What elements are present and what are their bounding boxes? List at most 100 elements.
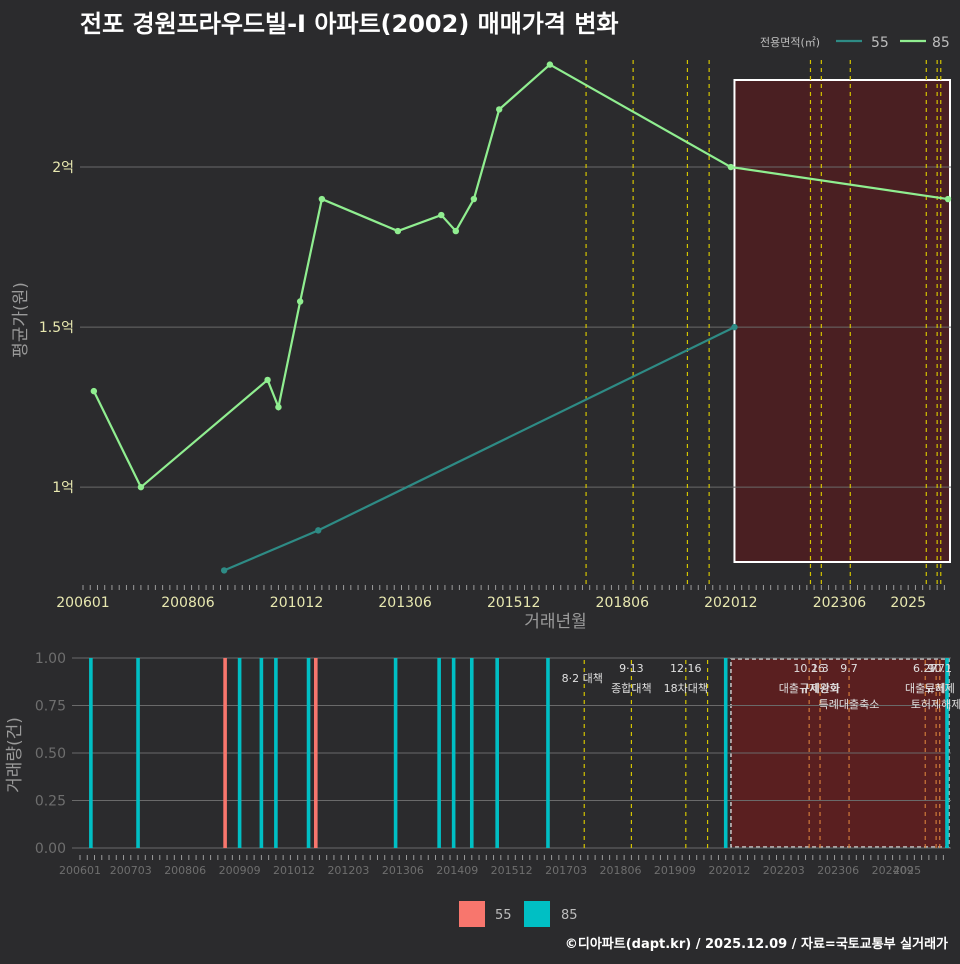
data-point-85	[944, 195, 952, 203]
legend-swatch-85-bar	[524, 901, 550, 927]
legend-label-55: 55	[871, 35, 889, 51]
x-tick-label-bottom: 201012	[273, 864, 315, 877]
y-axis-title: 평균가(원)	[11, 282, 31, 358]
data-point-85	[727, 163, 735, 171]
credit-text: ©디아파트(dapt.kr) / 2025.12.09 / 자료=국토교통부 실…	[564, 937, 948, 952]
volume-bar-85	[469, 658, 474, 848]
legend-title: 전용면적(㎡)	[760, 36, 820, 49]
y-tick-label-bottom: 0.50	[35, 746, 66, 762]
policy-sublabel: 토허제해제	[911, 697, 960, 711]
volume-bar-55	[313, 658, 318, 848]
x-tick-label-bottom: 202203	[763, 864, 805, 877]
data-point-85	[438, 211, 445, 219]
legend-swatch-55-bar	[459, 901, 485, 927]
volume-bar-85	[393, 658, 398, 848]
data-point-55	[220, 567, 228, 574]
x-tick-label-bottom: 202012	[708, 864, 750, 877]
x-tick-label-bottom: 200601	[59, 864, 101, 877]
x-tick-label-bottom: 201512	[491, 864, 533, 877]
legend-label-85: 85	[932, 35, 950, 51]
policy-sublabel: 대출규제강화	[779, 682, 840, 695]
series-line-85	[92, 63, 949, 489]
volume-bar-85	[451, 658, 456, 848]
highlight-period-box	[733, 79, 951, 563]
y-tick-label: 1.5억	[39, 320, 74, 336]
policy-label: 10.26	[793, 662, 825, 675]
data-point-85	[264, 376, 271, 384]
data-point-55	[315, 527, 322, 534]
volume-bar-85	[136, 658, 140, 848]
policy-label: 9.7	[927, 662, 945, 675]
data-point-85	[452, 227, 459, 235]
policy-sublabel: 18차대책	[664, 682, 708, 695]
y-tick-label-bottom: 0.00	[35, 841, 66, 857]
x-tick-label-bottom: 201909	[654, 864, 696, 877]
volume-bar-85	[274, 658, 278, 848]
data-point-85	[296, 298, 304, 305]
x-tick-label: 200601	[56, 595, 109, 611]
policy-sublabel: 대출규제	[905, 682, 945, 695]
data-point-55	[731, 323, 738, 331]
data-point-85	[394, 227, 402, 235]
volume-bar-85	[945, 658, 949, 848]
volume-bar-85	[306, 658, 311, 848]
x-tick-label-bottom: 202409	[872, 864, 914, 877]
y-tick-label-bottom: 1.00	[35, 651, 66, 667]
policy-sublabel: 종합대책	[611, 682, 651, 695]
policy-label: 6.27	[913, 662, 938, 675]
x-tick-label-bottom: 200703	[110, 864, 152, 877]
x-tick-label-bottom: 201203	[327, 864, 369, 877]
x-tick-label-bottom: 201409	[436, 864, 478, 877]
policy-label: 1.3	[811, 662, 829, 675]
policy-sublabel: 규제완화	[800, 682, 840, 695]
y-tick-label-bottom: 0.25	[35, 794, 66, 810]
y-axis-title-bottom: 거래량(건)	[5, 717, 25, 793]
policy-label: 9.7	[840, 662, 858, 675]
volume-bar-85	[495, 658, 499, 848]
legend-label-85-bar: 85	[561, 908, 578, 923]
volume-bar-85	[723, 658, 728, 848]
policy-label: 12·16	[670, 662, 702, 675]
policy-sublabel: 토허제	[925, 682, 955, 695]
volume-bar-85	[546, 658, 550, 848]
policy-sublabel: 특례대출축소	[819, 698, 880, 711]
x-tick-label-bottom: 201806	[600, 864, 642, 877]
policy-label: 10.1	[927, 662, 952, 675]
volume-bar-85	[259, 658, 264, 848]
x-tick-label-bottom: 202306	[817, 864, 859, 877]
data-point-85	[546, 61, 554, 68]
x-axis-title: 거래년월	[524, 612, 587, 632]
volume-bar-85	[237, 658, 242, 848]
series-line-55	[223, 326, 735, 572]
volume-bar-85	[89, 658, 93, 848]
data-point-85	[470, 195, 478, 203]
x-tick-label-bottom: 200909	[219, 864, 261, 877]
y-tick-label-bottom: 0.75	[35, 699, 66, 715]
data-point-85	[137, 483, 145, 491]
x-tick-label: 201806	[596, 595, 650, 611]
policy-label: 9·13	[619, 662, 644, 675]
volume-bar-85	[437, 658, 441, 848]
chart-title: 전포 경원프라우드빌-I 아파트(2002) 매매가격 변화	[80, 10, 619, 38]
data-point-85	[318, 195, 326, 203]
x-tick-label-bottom: 201703	[545, 864, 587, 877]
x-tick-label: 201512	[487, 595, 540, 611]
data-point-85	[90, 387, 98, 395]
x-tick-label-bottom: 201306	[382, 864, 424, 877]
x-tick-label-bottom: 2025	[893, 864, 921, 877]
x-tick-label-bottom: 200806	[164, 864, 206, 877]
volume-bar-55	[223, 658, 227, 848]
x-tick-label: 200806	[161, 595, 215, 611]
data-point-85	[275, 403, 282, 411]
y-tick-label: 1억	[52, 480, 74, 496]
x-tick-label: 201306	[378, 595, 432, 611]
data-point-85	[496, 106, 503, 113]
y-tick-label: 2억	[52, 160, 74, 176]
x-tick-label: 202306	[813, 595, 867, 611]
x-tick-label: 2025	[890, 595, 926, 611]
x-tick-label: 202012	[704, 595, 757, 611]
legend-label-55-bar: 55	[495, 908, 512, 923]
policy-label: 8·2 대책	[562, 672, 603, 685]
x-tick-label: 201012	[270, 595, 323, 611]
